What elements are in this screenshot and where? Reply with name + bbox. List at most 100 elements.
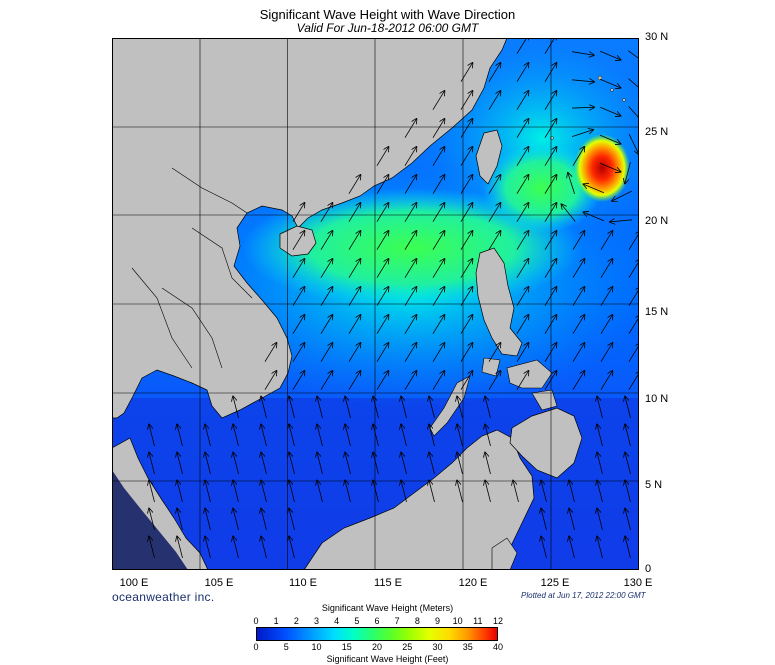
wave-direction-arrow [432,91,444,110]
wave-direction-arrow [485,481,491,503]
wave-direction-arrow [625,453,631,475]
lon-label-100e: 100 E [119,577,149,589]
map-frame [112,38,639,570]
wave-direction-arrow [373,425,379,447]
wave-direction-arrows [149,38,639,559]
wave-direction-arrow [460,315,472,334]
lon-label-120e: 120 E [458,577,488,589]
wave-direction-arrow [600,231,612,250]
wave-direction-arrow [600,315,612,334]
wave-height-map [112,38,639,570]
wave-direction-arrow [600,162,620,172]
wave-direction-arrow [348,343,360,362]
wave-direction-arrow [628,134,639,154]
wave-direction-arrow [345,425,351,447]
wave-direction-arrow [485,425,491,447]
wave-direction-arrow [561,204,576,222]
wave-direction-arrow [432,119,444,138]
wave-direction-arrow [600,259,612,278]
wave-direction-arrow [432,175,444,194]
colorbar-meters-tick: 7 [394,616,400,626]
wave-direction-arrow [404,343,416,362]
map-title: Significant Wave Height with Wave Direct… [259,7,516,22]
wave-direction-arrow [320,315,332,334]
wave-direction-arrow [348,175,360,194]
wave-direction-arrow [544,231,556,250]
wave-direction-arrow [488,203,500,222]
colorbar-meters-tick: 11 [473,616,483,626]
wave-direction-arrow [544,119,556,138]
colorbar-feet-tick: 40 [492,642,504,652]
wave-direction-arrow [516,63,528,82]
colorbar-meters-tick: 8 [414,616,420,626]
wave-direction-arrow [348,287,360,306]
wave-direction-arrow [571,130,593,138]
wave-direction-arrow [345,397,351,419]
wave-direction-arrow [177,537,183,559]
wave-direction-arrow [205,425,211,447]
wave-direction-arrow [289,425,295,447]
lon-label-105e: 105 E [204,577,234,589]
wave-direction-arrow [516,315,528,334]
wave-direction-arrow [544,63,556,82]
wave-direction-arrow [572,371,584,390]
wave-direction-arrow [317,481,323,503]
wave-direction-arrow [488,175,500,194]
wave-direction-arrow [404,175,416,194]
wave-direction-arrow [429,481,435,503]
wave-direction-arrow [584,212,604,222]
wave-direction-arrow [348,259,360,278]
wave-direction-arrow [261,509,267,531]
wave-direction-arrow [233,397,239,419]
wave-direction-arrow [292,259,304,278]
lon-label-125e: 125 E [540,577,570,589]
wave-direction-arrow [320,371,332,390]
wave-direction-arrow [628,50,639,60]
wave-direction-arrow [292,315,304,334]
wave-direction-arrow [376,231,388,250]
wave-direction-arrow [544,259,556,278]
colorbar-feet-tick: 15 [341,642,352,652]
wave-direction-arrow [233,481,239,503]
colorbar-meters-tick: 0 [253,616,259,626]
wave-direction-arrow [628,78,639,89]
wave-direction-arrow [373,397,379,419]
lat-label-25n: 25 N [645,126,669,138]
wave-direction-arrow [516,371,528,390]
wave-direction-arrow [457,481,463,503]
wave-direction-arrow [612,190,632,201]
wave-direction-arrow [516,203,528,222]
wave-direction-arrow [460,91,472,110]
lat-label-20n: 20 N [645,215,669,227]
wave-direction-arrow [432,203,444,222]
wave-direction-arrow [600,134,620,144]
wave-direction-arrow [597,453,603,475]
wave-direction-arrow [404,119,416,138]
wave-direction-arrow [432,287,444,306]
wave-direction-arrow [597,537,603,559]
wave-direction-arrow [541,509,547,531]
colorbar-feet-tick: 20 [371,642,383,652]
wave-direction-arrow [292,203,304,222]
wave-direction-arrow [261,397,267,419]
wave-direction-arrow [544,371,556,390]
wave-direction-arrow [292,287,304,306]
lon-label-110e: 110 E [289,577,317,589]
wave-direction-arrow [460,259,472,278]
wave-direction-arrow [625,509,631,531]
wave-direction-arrow [571,107,594,108]
wave-direction-arrow [404,203,416,222]
wave-direction-arrow [432,315,444,334]
wave-direction-arrow [233,425,239,447]
wave-direction-arrow [572,315,584,334]
wave-direction-arrow [264,371,276,390]
wave-direction-arrow [584,184,604,194]
wave-direction-arrow [317,425,323,447]
wave-direction-arrow [600,50,620,60]
wave-direction-arrow [345,453,351,475]
wave-direction-arrow [289,397,295,419]
wave-direction-arrow [625,425,631,447]
wave-direction-arrow [460,371,472,390]
wave-direction-arrow [544,315,556,334]
wave-direction-arrow [569,537,575,559]
